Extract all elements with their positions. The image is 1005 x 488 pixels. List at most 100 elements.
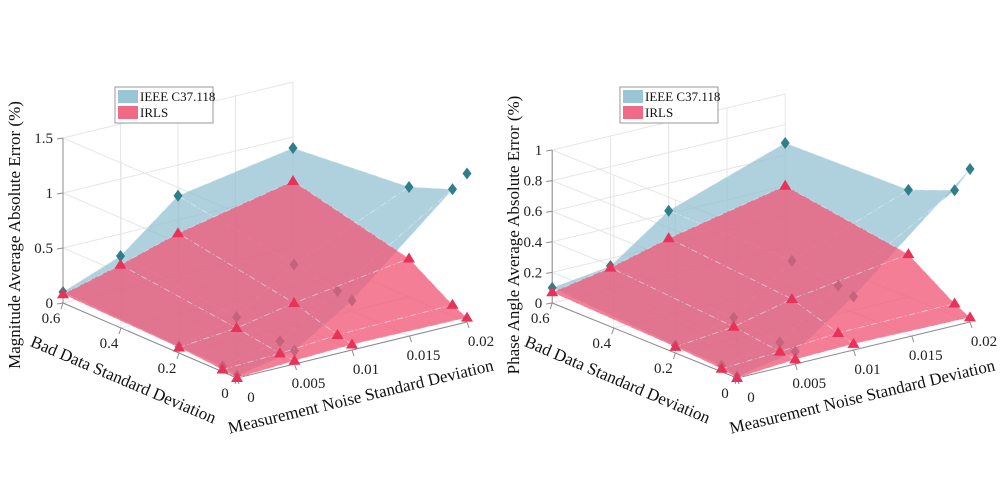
z-tick-label: 0: [46, 296, 54, 312]
mesh-line: [668, 237, 854, 345]
x-tick-mark: [853, 349, 856, 357]
data-point-irls: [847, 337, 860, 348]
surface-patch: [179, 328, 280, 370]
data-point-irls: [731, 372, 743, 382]
surface-patch: [675, 326, 780, 369]
y-tick-mark: [549, 302, 553, 310]
mesh-line: [721, 303, 955, 370]
z-tick-label: 1: [46, 186, 54, 202]
mesh-line: [292, 147, 468, 190]
data-point-ieee: [448, 183, 457, 196]
x-tick-label: 0.015: [909, 348, 943, 364]
surface-irls: [57, 175, 473, 382]
surface-patch: [610, 238, 792, 327]
mesh-line: [785, 142, 971, 191]
surface-irls: [546, 179, 976, 382]
y-tick-label: 0.4: [592, 336, 611, 352]
data-point-ieee: [173, 189, 183, 202]
legend-swatch-1: [118, 106, 138, 119]
data-point-ieee: [965, 163, 975, 175]
data-point-irls: [779, 179, 792, 190]
y-tick-label: 0: [721, 386, 729, 402]
z-tick-mark: [56, 302, 64, 305]
x-tick-mark: [294, 363, 297, 371]
y-tick-mark: [118, 327, 122, 335]
x-tick-mark: [911, 335, 915, 343]
x-tick-label: 0: [747, 390, 755, 406]
data-point-irls: [274, 347, 286, 358]
surface-patch: [222, 353, 295, 378]
legend-swatch-1: [623, 106, 643, 119]
data-point-irls: [773, 345, 786, 356]
data-point-irls: [173, 341, 185, 352]
mesh-line: [222, 304, 453, 371]
x-tick-label: 0.01: [854, 362, 880, 378]
legend-swatch-0: [118, 90, 138, 103]
data-point-irls: [715, 362, 728, 373]
z-axis-label: Magnitude Average Absolute Error (%): [5, 101, 24, 369]
x-tick-mark: [969, 321, 973, 329]
x-tick-mark: [351, 349, 355, 357]
surface-patch: [63, 264, 237, 348]
z-tick-mark: [546, 271, 553, 274]
mesh-line: [784, 185, 971, 318]
mesh-line: [610, 267, 796, 360]
y-tick-label: 0.6: [42, 311, 61, 327]
data-point-ieee: [664, 204, 674, 217]
y-tick-label: 0: [221, 386, 229, 402]
x-tick-label: 0.02: [971, 334, 997, 350]
data-point-irls: [57, 288, 69, 299]
x-tick-mark: [409, 335, 412, 343]
mesh-line: [120, 264, 295, 362]
data-point-ieee: [116, 250, 125, 262]
x-tick-label: 0.02: [468, 334, 494, 350]
data-point-ieee: [780, 136, 790, 149]
data-point-irls: [346, 338, 358, 349]
y-tick-mark: [672, 352, 676, 360]
legend-swatch-0: [623, 90, 643, 103]
surface-patch: [838, 303, 970, 344]
data-point-irls: [902, 248, 915, 259]
data-point-irls: [546, 286, 559, 297]
y-tick-mark: [60, 302, 64, 310]
data-point-irls: [461, 311, 473, 322]
legend-label-0: IEEE C37.118: [645, 89, 720, 104]
data-point-irls: [727, 320, 740, 331]
surface-patch: [779, 333, 854, 360]
data-point-irls: [669, 340, 682, 351]
surface-patch: [668, 185, 909, 299]
mesh-line: [292, 180, 468, 318]
x-tick-label: 0.005: [292, 376, 326, 392]
z-tick-mark: [56, 192, 64, 195]
mesh-line: [178, 258, 410, 348]
x-tick-mark: [466, 321, 470, 329]
data-point-irls: [231, 372, 243, 382]
legend-label-1: IRLS: [140, 105, 168, 120]
x-tick-label: 0.015: [407, 348, 441, 364]
y-tick-mark: [176, 352, 180, 360]
z-tick-label: 1.5: [34, 131, 53, 147]
mesh-line: [736, 316, 971, 379]
data-point-irls: [789, 353, 802, 364]
data-point-irls: [832, 327, 845, 338]
data-point-irls: [446, 298, 459, 309]
mesh-line: [62, 147, 294, 293]
x-tick-label: 0.005: [792, 376, 826, 392]
z-tick-mark: [546, 302, 553, 305]
z-tick-mark: [546, 180, 553, 183]
surface-patch: [236, 303, 338, 354]
y-tick-mark: [611, 327, 615, 335]
mesh-line: [551, 291, 738, 379]
legend-label-0: IEEE C37.118: [140, 89, 215, 104]
z-tick-label: 0.4: [523, 235, 542, 251]
surface-patch: [721, 351, 796, 378]
surface-patch: [280, 334, 352, 361]
y-axis-line: [552, 302, 738, 379]
mesh-line: [236, 317, 468, 379]
z-tick-mark: [546, 210, 553, 213]
data-point-ieee: [903, 183, 913, 196]
data-point-ieee: [950, 184, 960, 197]
z-tick-label: 1: [535, 143, 543, 159]
surface-patch: [120, 233, 294, 328]
